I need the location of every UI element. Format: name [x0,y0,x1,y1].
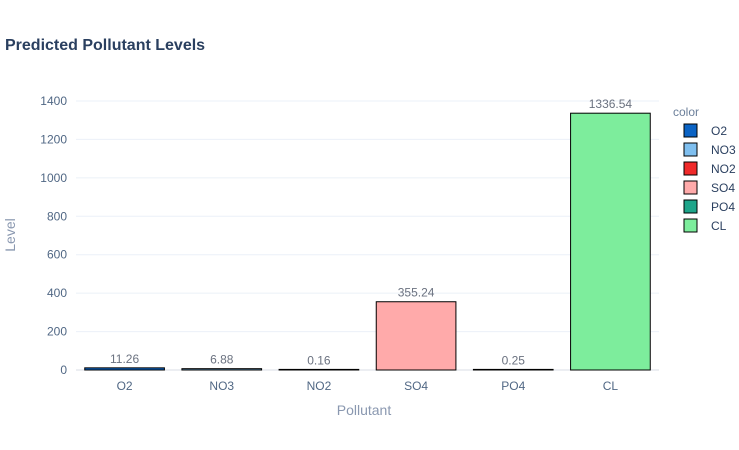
legend-item-label: CL [711,219,727,233]
legend-swatch [683,161,698,176]
y-tick-label: 200 [47,325,67,339]
bar-cl [570,112,651,371]
x-tick-label: CL [603,379,619,393]
legend-swatch [683,199,698,214]
bar-po4 [472,368,554,371]
legend: color O2 NO3 NO2 SO4 PO4 CL [673,105,736,233]
y-axis-ticks: 0 200 400 600 800 1000 1200 1400 [40,94,67,377]
legend-swatch [683,123,698,138]
legend-swatch [683,218,698,233]
y-tick-label: 1200 [40,132,67,146]
legend-item-label: O2 [711,124,727,138]
legend-swatch [683,142,698,157]
x-tick-label: NO3 [209,379,234,393]
bar-value-label: 11.26 [110,352,139,366]
bar-so4 [375,301,457,371]
y-tick-label: 1400 [40,94,67,108]
bar-value-label: 355.24 [398,286,435,300]
x-tick-label: O2 [117,379,133,393]
bar-o2 [84,367,165,371]
legend-item-label: NO2 [711,162,736,176]
chart-title: Predicted Pollutant Levels [5,37,205,54]
y-tick-label: 400 [47,286,67,300]
bars [84,112,651,371]
bar-value-label: 0.16 [307,353,331,367]
y-tick-label: 0 [60,363,67,377]
legend-swatch [683,180,698,195]
legend-title: color [673,105,699,119]
y-axis-title: Level [2,218,18,251]
bar-value-label: 0.25 [502,353,526,367]
bar-value-labels: 11.26 6.88 0.16 355.24 0.25 1336.54 [110,97,632,367]
legend-item-label: PO4 [711,200,735,214]
bar-no2 [278,368,360,371]
legend-item-label: NO3 [711,143,736,157]
y-tick-label: 800 [47,209,67,223]
legend-item-label: SO4 [711,181,735,195]
gridlines [76,100,659,371]
bar-no3 [181,368,263,371]
x-tick-label: SO4 [404,379,428,393]
y-tick-label: 600 [47,248,67,262]
bar-value-label: 6.88 [210,353,234,367]
x-axis-title: Pollutant [337,402,392,418]
bar-value-label: 1336.54 [589,97,633,111]
x-tick-label: NO2 [307,379,332,393]
x-tick-label: PO4 [501,379,525,393]
y-tick-label: 1000 [40,171,67,185]
x-axis-ticks: O2 NO3 NO2 SO4 PO4 CL [117,379,619,393]
